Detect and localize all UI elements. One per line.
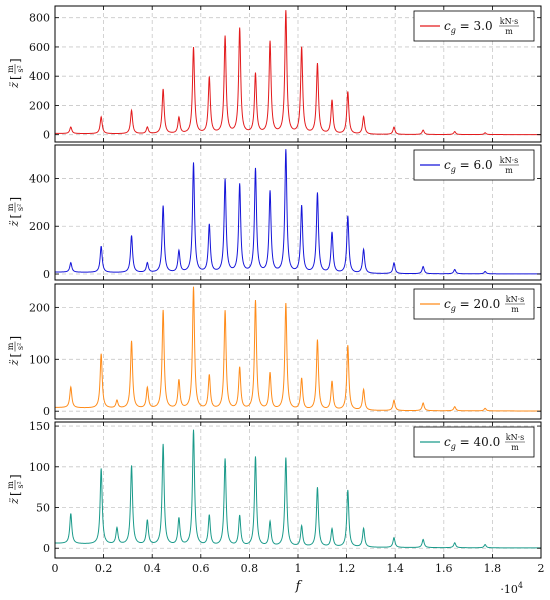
legend-unit-num: kN·s	[506, 295, 525, 304]
y-label-var: z̈	[8, 82, 21, 89]
series-line	[55, 149, 541, 275]
y-tick-label: 0	[43, 129, 50, 142]
x-tick-label: 0.8	[241, 562, 259, 575]
y-tick-label: 600	[29, 41, 50, 54]
y-label-bracket: [	[8, 353, 22, 358]
y-tick-label: 150	[29, 420, 50, 433]
x-axis-multiplier: ·104	[500, 581, 523, 596]
legend-unit-num: kN·s	[500, 156, 519, 165]
y-label-bracket: [	[8, 214, 22, 219]
legend-label: cg = 20.0	[444, 297, 500, 313]
y-label-var: z̈	[8, 359, 21, 366]
x-tick-label: 1.8	[484, 562, 502, 575]
y-axis-label: z̈[ m s²]	[6, 336, 25, 367]
y-tick-label: 0	[43, 542, 50, 555]
legend: cg = 20.0 kN·sm	[413, 288, 535, 320]
legend-label: cg = 3.0	[444, 19, 493, 35]
x-tick-label: 1	[295, 562, 302, 575]
y-tick-label: 400	[29, 70, 50, 83]
y-tick-label: 0	[43, 268, 50, 281]
y-tick-label: 50	[36, 502, 50, 515]
y-axis-label: z̈ [ m s²]	[6, 58, 25, 89]
y-label-unit-den: s²	[16, 65, 25, 72]
x-tick-label: 2	[538, 562, 545, 575]
legend-unit-den: m	[505, 166, 513, 175]
x-tick-label: 0	[52, 562, 59, 575]
y-label-bracket: ]	[8, 197, 22, 202]
series-line	[55, 429, 541, 549]
x-tick-label: 0.2	[95, 562, 113, 575]
y-tick-label: 0	[43, 405, 50, 418]
y-label-var: z̈	[8, 498, 21, 505]
y-label-unit-num: m	[6, 481, 15, 489]
y-tick-label: 200	[29, 220, 50, 233]
y-axis-label: z̈ [ m s²]	[6, 474, 25, 505]
x-tick-label: 1.6	[435, 562, 453, 575]
y-label-unit-num: m	[6, 203, 15, 211]
legend-unit-den: m	[511, 443, 519, 452]
legend-label: cg = 40.0	[444, 435, 500, 451]
legend-unit-num: kN·s	[506, 433, 525, 442]
y-label-bracket: [	[8, 75, 22, 80]
legend-label: cg = 6.0	[444, 158, 493, 174]
y-label-bracket: ]	[8, 58, 22, 63]
y-tick-label: 100	[29, 353, 50, 366]
y-label-bracket: ]	[8, 474, 22, 479]
y-tick-label: 400	[29, 172, 50, 185]
y-label-unit-den: s²	[16, 481, 25, 488]
y-tick-label: 800	[29, 12, 50, 25]
y-label-unit-num: m	[6, 65, 15, 73]
x-tick-label: 0.6	[192, 562, 210, 575]
legend-unit-num: kN·s	[500, 17, 519, 26]
y-label-unit-num: m	[6, 342, 15, 350]
x-tick-label: 1.2	[338, 562, 356, 575]
series-line	[55, 10, 541, 136]
series-line	[55, 286, 541, 412]
legend: cg = 3.0 kN·sm	[413, 10, 535, 42]
y-tick-label: 200	[29, 301, 50, 314]
x-tick-label: 0.4	[143, 562, 161, 575]
x-tick-label: 1.4	[386, 562, 404, 575]
y-tick-label: 100	[29, 461, 50, 474]
legend: cg = 40.0 kN·sm	[413, 426, 535, 458]
legend: cg = 6.0 kN·sm	[413, 149, 535, 181]
y-label-var: z̈	[8, 220, 21, 227]
y-label-bracket: ]	[8, 336, 22, 341]
y-label-bracket: [	[8, 491, 22, 496]
y-axis-label: z̈[ m s²]	[6, 197, 25, 228]
y-tick-label: 200	[29, 99, 50, 112]
y-label-unit-den: s²	[16, 204, 25, 211]
legend-unit-den: m	[511, 305, 519, 314]
y-label-unit-den: s²	[16, 343, 25, 350]
x-axis-label: f	[295, 579, 303, 594]
legend-unit-den: m	[505, 27, 513, 36]
